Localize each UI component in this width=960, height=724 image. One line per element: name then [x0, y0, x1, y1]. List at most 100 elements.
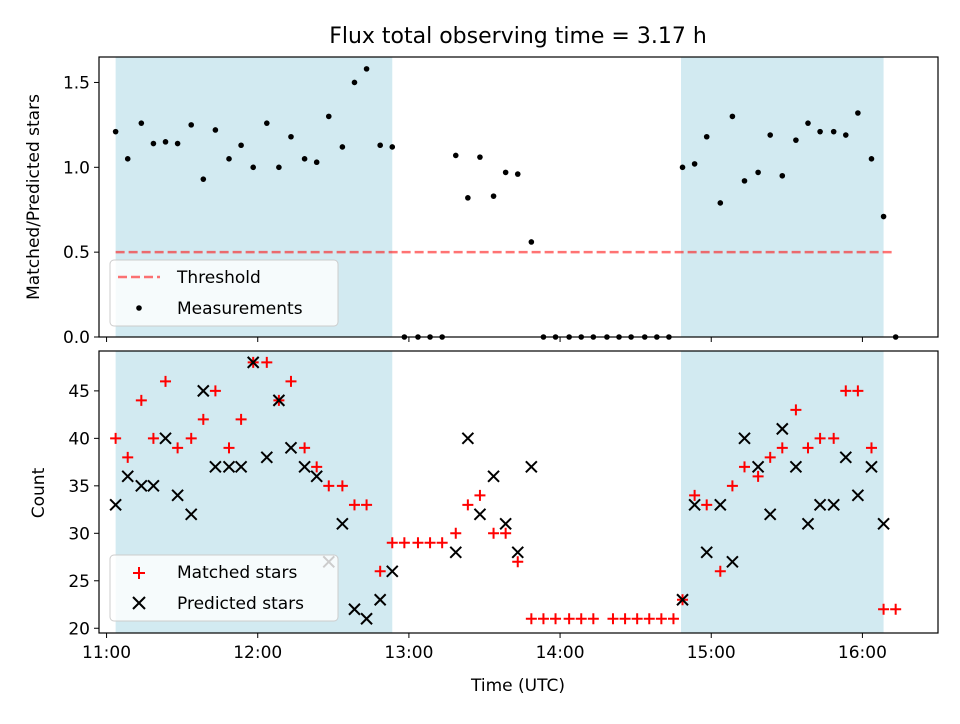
bottom-panel: 20 25 30 35 40 45 11:00 12:00 13:00 14:00 15:00 16…: [29, 350, 939, 696]
top-x-ticks: [106, 337, 863, 342]
matched-star-marker: [235, 413, 247, 425]
matched-star-marker: [840, 385, 852, 397]
matched-stars-points: [110, 356, 902, 625]
matched-star-marker: [323, 480, 335, 492]
predicted-star-marker: [449, 546, 462, 559]
predicted-star-marker: [700, 546, 713, 559]
matched-star-marker: [631, 613, 643, 625]
measurement-point: [226, 156, 232, 162]
predicted-star-marker: [801, 517, 815, 531]
matched-star-marker: [512, 556, 524, 568]
measurement-point: [490, 193, 497, 199]
matched-star-marker: [550, 613, 562, 625]
predicted-star-marker: [751, 460, 765, 474]
measurement-point: [880, 213, 887, 220]
matched-star-marker: [261, 356, 273, 368]
matched-star-marker: [197, 413, 209, 425]
predicted-star-marker: [171, 489, 184, 502]
matched-star-marker: [525, 613, 537, 625]
matched-star-marker: [619, 613, 631, 625]
matched-star-marker: [474, 489, 486, 501]
matched-star-marker: [764, 451, 776, 463]
measurement-point: [842, 132, 849, 138]
matched-star-marker: [424, 537, 436, 549]
measurement-point: [150, 140, 157, 147]
matched-star-marker: [348, 499, 360, 511]
matched-star-marker: [726, 480, 738, 492]
legend-predicted-label: Predicted stars: [177, 594, 304, 614]
measurement-point: [188, 122, 195, 128]
measurement-point: [741, 178, 748, 184]
predicted-stars-points: [109, 356, 890, 625]
chart-title: Flux total observing time = 3.17 h: [329, 24, 707, 49]
predicted-star-marker: [827, 498, 840, 512]
matched-star-marker: [865, 442, 877, 454]
matched-star-marker: [436, 537, 448, 549]
matched-star-marker: [398, 537, 410, 549]
bottom-x-axis: 11:00 12:00 13:00 14:00 15:00 16:00: [82, 633, 887, 663]
measurement-point: [377, 142, 383, 149]
predicted-star-marker: [234, 460, 248, 474]
matched-star-marker: [537, 613, 549, 625]
predicted-star-marker: [121, 470, 134, 483]
measurement-point: [717, 200, 724, 206]
predicted-star-marker: [813, 498, 827, 512]
matched-star-marker: [185, 432, 197, 444]
measurement-point: [528, 239, 535, 245]
matched-star-marker: [361, 499, 373, 511]
predicted-star-marker: [865, 460, 878, 474]
predicted-star-marker: [839, 451, 852, 464]
measurement-point: [339, 144, 346, 150]
predicted-star-marker: [197, 384, 210, 398]
legend-matched-swatch: [133, 567, 145, 579]
matched-star-marker: [563, 613, 575, 625]
measurement-point: [174, 140, 181, 147]
measurement-point: [124, 156, 131, 162]
matched-star-marker: [575, 613, 587, 625]
bottom-x-tick-label: 13:00: [384, 643, 433, 663]
measurement-point: [830, 128, 837, 135]
top-y-axis: 0.0 0.5 1.0 1.5: [63, 73, 99, 348]
measurement-point: [465, 195, 471, 201]
matched-star-marker: [852, 385, 864, 397]
bottom-y-tick-label: 35: [68, 477, 90, 497]
bottom-legend: Matched stars Predicted stars: [109, 554, 339, 622]
matched-star-marker: [311, 461, 323, 473]
matched-star-marker: [299, 442, 311, 454]
bottom-y-axis: 20 25 30 35 40 45: [68, 382, 99, 639]
predicted-star-marker: [738, 432, 751, 445]
predicted-star-marker: [714, 498, 727, 512]
matched-star-marker: [814, 432, 826, 444]
matched-star-marker: [587, 613, 599, 625]
predicted-star-marker: [688, 498, 701, 512]
predicted-star-marker: [763, 508, 777, 521]
measurement-point: [817, 128, 823, 135]
predicted-star-marker: [360, 612, 373, 625]
top-legend-box: [109, 259, 339, 327]
predicted-star-marker: [789, 460, 803, 474]
predicted-star-marker: [525, 460, 538, 474]
measurement-point: [389, 144, 396, 150]
predicted-star-marker: [386, 565, 399, 578]
measurement-point: [805, 120, 811, 126]
predicted-star-marker: [135, 479, 148, 493]
top-y-tick-label: 0.0: [63, 328, 90, 348]
predicted-star-marker: [487, 470, 500, 483]
matched-star-marker: [488, 527, 500, 539]
x-axis-label: Time (UTC): [470, 676, 565, 696]
matched-star-marker: [776, 442, 788, 454]
measurement-point: [276, 164, 282, 171]
measurement-point: [729, 113, 736, 120]
predicted-star-marker: [511, 546, 524, 559]
bottom-y-axis-label: Count: [29, 467, 49, 518]
bottom-x-tick-label: 12:00: [233, 643, 282, 663]
measurement-point: [301, 156, 308, 162]
predicted-star-marker: [159, 432, 172, 445]
matched-star-marker: [643, 613, 655, 625]
top-y-axis-label: Matched/Predicted stars: [24, 94, 44, 300]
matched-star-marker: [790, 404, 802, 416]
measurement-point: [200, 176, 207, 182]
measurement-point: [679, 164, 686, 171]
predicted-star-marker: [726, 555, 739, 568]
